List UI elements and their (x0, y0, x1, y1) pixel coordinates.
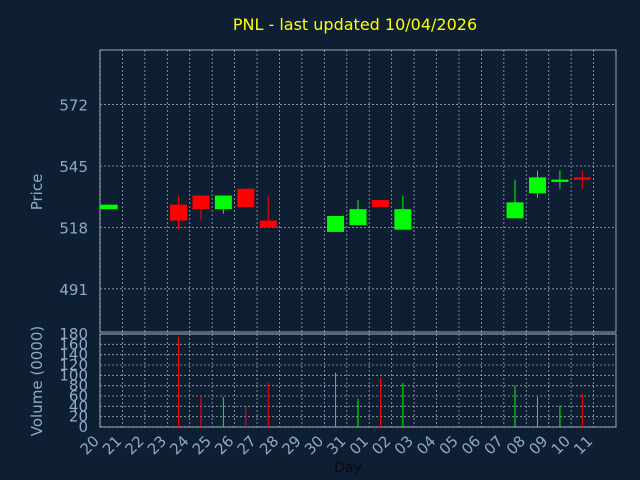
candle-body (192, 195, 210, 210)
candle-08 (528, 170, 546, 198)
price-tick-label: 491 (59, 281, 88, 299)
chart-title: PNL - last updated 10/04/2026 (233, 15, 477, 34)
day-axis: 2021222324252627282930310102030405060708… (77, 432, 597, 458)
candle-body (528, 177, 546, 194)
candle-body (394, 209, 412, 230)
candle-30 (327, 216, 345, 232)
price-tick-label: 518 (59, 219, 88, 237)
candle-body (327, 216, 345, 232)
volume-tick-label: 160 (59, 335, 88, 353)
candle-body (100, 204, 118, 210)
candle-20 (100, 204, 118, 210)
candle-27 (259, 195, 277, 228)
candle-body (551, 179, 569, 182)
volume-tick-label: 140 (59, 346, 88, 364)
candle-07 (506, 179, 524, 219)
candle-01 (371, 200, 389, 207)
volume-tick-label: 120 (59, 356, 88, 374)
candle-body (573, 177, 591, 180)
candle-10 (573, 170, 591, 189)
volume-axis-label: Volume (0000) (28, 326, 46, 436)
candle-24 (192, 195, 210, 221)
price-axis-label: Price (28, 174, 46, 211)
volume-tick-label: 80 (69, 377, 88, 395)
candle-02 (394, 195, 412, 230)
volume-tick-label: 40 (69, 397, 88, 415)
candle-body (237, 188, 255, 207)
day-axis-label: Day (334, 460, 362, 476)
candle-23 (170, 195, 188, 230)
candle-body (349, 209, 367, 226)
candle-body (506, 202, 524, 219)
candle-body (371, 200, 389, 207)
candle-26 (237, 188, 255, 207)
candle-31 (349, 200, 367, 226)
candle-body (214, 195, 232, 210)
price-panel: 491 518 545 572 (59, 49, 617, 333)
volume-tick-label: 100 (59, 366, 88, 384)
candle-25 (214, 195, 232, 214)
price-tick-label: 572 (59, 97, 88, 115)
volume-tick-label: 180 (59, 325, 88, 343)
candle-body (259, 220, 277, 228)
price-tick-label: 545 (59, 158, 88, 176)
volume-tick-label: 0 (78, 418, 88, 436)
candle-09 (551, 170, 569, 189)
volume-tick-label: 60 (69, 387, 88, 405)
candle-body (170, 204, 188, 221)
volume-tick-label: 20 (69, 408, 88, 426)
